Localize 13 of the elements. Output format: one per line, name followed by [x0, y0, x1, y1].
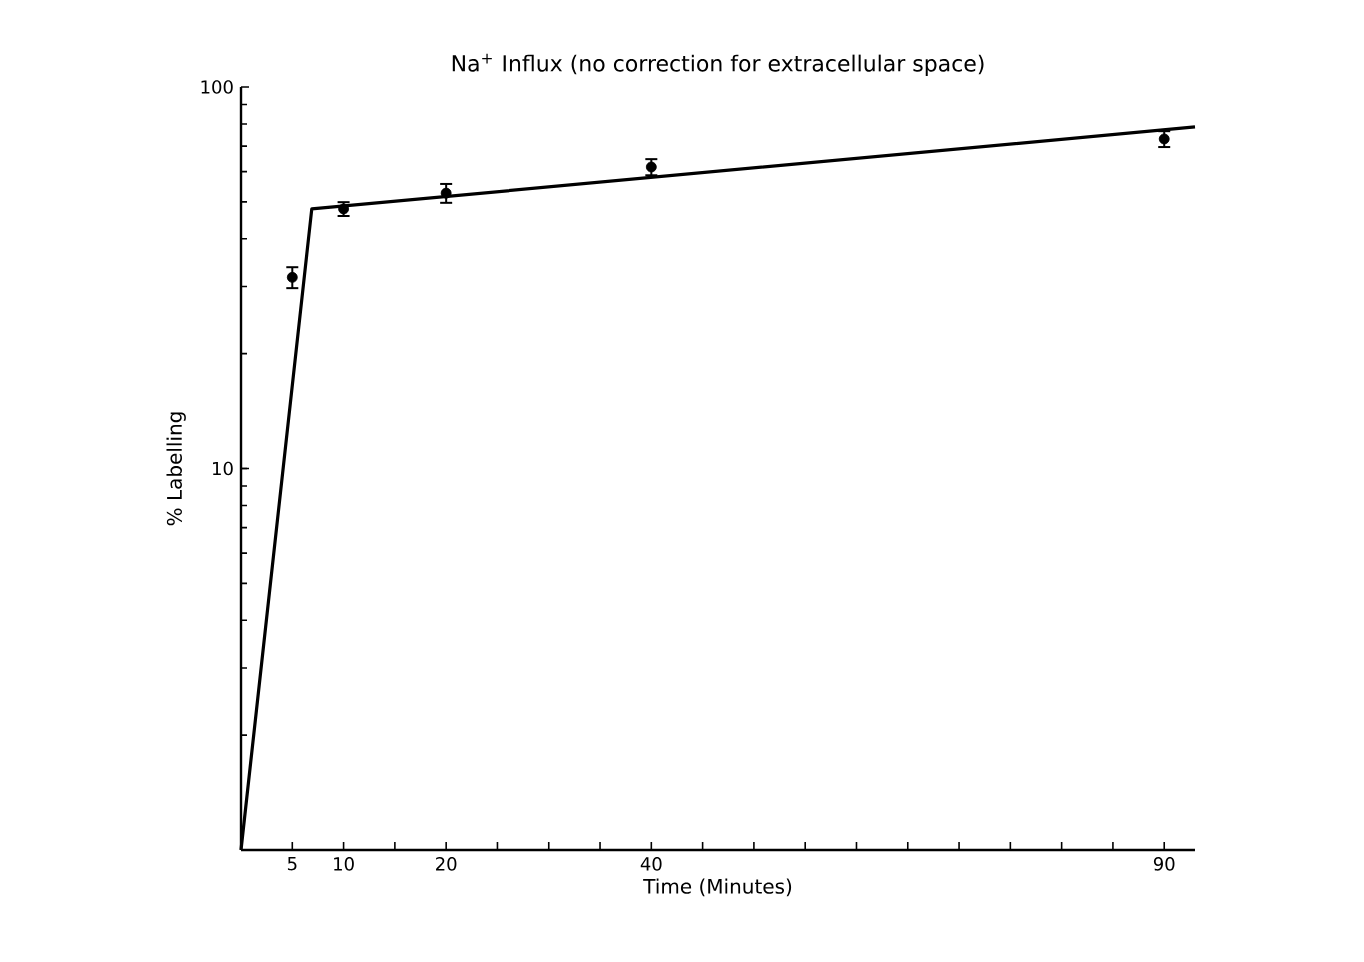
- x-tick-label: 40: [640, 857, 662, 871]
- point: [286, 271, 298, 283]
- chart-title: Na$^{+}$ Influx (no correction for extracellular space): [452, 53, 984, 76]
- x-tick-label: 10: [334, 857, 354, 871]
- y-axis-title: % Labelling: [166, 412, 186, 526]
- point: [1158, 133, 1170, 145]
- point: [440, 187, 452, 199]
- x-tick-label: 20: [436, 857, 457, 871]
- y-tick-label: 100: [201, 80, 233, 94]
- point: [645, 161, 657, 173]
- x-tick-label: 5: [287, 857, 297, 871]
- x-tick-label: 90: [1153, 857, 1175, 871]
- x-axis-title: Time (Minutes): [643, 878, 792, 897]
